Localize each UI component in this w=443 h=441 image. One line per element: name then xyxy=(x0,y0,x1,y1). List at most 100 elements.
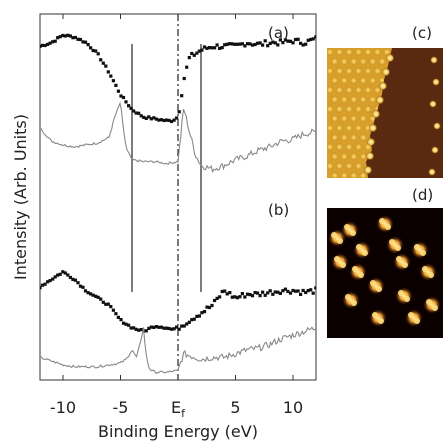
data-point xyxy=(99,58,103,62)
data-point xyxy=(127,104,131,108)
data-point xyxy=(144,116,148,120)
panel-label-d: (d) xyxy=(412,186,433,204)
data-point xyxy=(238,295,242,299)
data-point xyxy=(210,303,214,308)
data-point xyxy=(139,328,143,332)
data-point xyxy=(228,42,232,46)
data-point xyxy=(170,119,174,124)
data-point xyxy=(283,38,287,42)
lattice-spot xyxy=(330,133,339,142)
lattice-spot xyxy=(354,66,363,76)
lattice-spot xyxy=(354,48,363,57)
data-point xyxy=(71,36,75,40)
data-point xyxy=(43,43,47,48)
molecule-spot xyxy=(349,263,367,281)
data-point xyxy=(230,295,234,299)
molecule-spot xyxy=(405,309,423,327)
data-point xyxy=(94,294,98,298)
data-point xyxy=(245,42,250,46)
data-point xyxy=(250,43,255,47)
lattice-spot xyxy=(359,76,368,85)
data-point xyxy=(132,109,136,113)
data-point xyxy=(250,294,255,298)
data-point xyxy=(266,44,270,48)
molecule-spot xyxy=(341,221,359,239)
data-point xyxy=(306,38,310,42)
data-point xyxy=(218,295,222,299)
data-point xyxy=(238,42,242,46)
data-point xyxy=(309,37,313,42)
molecule-spot xyxy=(423,296,441,314)
data-point xyxy=(111,308,115,312)
data-point xyxy=(114,83,118,87)
data-point xyxy=(137,111,141,115)
x-tick-label: -10 xyxy=(50,398,76,417)
data-point xyxy=(235,296,239,300)
data-point xyxy=(124,100,128,104)
molecule-spot xyxy=(342,291,360,309)
lattice-spot xyxy=(340,114,349,123)
lattice-spot xyxy=(344,85,354,95)
data-point xyxy=(152,325,156,329)
lattice-spot xyxy=(340,76,349,85)
data-point xyxy=(240,292,244,296)
data-point xyxy=(68,275,72,280)
data-point xyxy=(96,52,100,56)
y-axis-label: Intensity (Arb. Units) xyxy=(11,114,30,280)
data-point xyxy=(106,302,110,306)
data-point xyxy=(73,278,77,282)
lattice-spot xyxy=(327,123,335,133)
lattice-spot xyxy=(330,152,339,161)
data-point xyxy=(286,39,290,43)
data-point xyxy=(281,289,285,293)
data-point xyxy=(273,41,277,45)
data-point xyxy=(63,34,67,38)
data-point xyxy=(210,46,214,50)
data-point xyxy=(177,327,181,331)
data-point xyxy=(281,41,285,45)
data-point xyxy=(253,291,257,295)
data-point xyxy=(121,95,126,100)
data-point xyxy=(116,89,120,93)
data-point xyxy=(114,312,118,316)
data-point xyxy=(99,297,103,301)
data-point xyxy=(301,43,305,47)
data-point xyxy=(58,272,62,276)
data-point xyxy=(86,291,90,295)
step-edge-spot xyxy=(378,81,388,91)
data-point xyxy=(83,40,88,44)
data-point xyxy=(63,271,67,275)
data-point xyxy=(129,106,133,110)
lattice-spot xyxy=(359,133,368,142)
data-point xyxy=(278,38,282,42)
data-point xyxy=(76,37,80,41)
data-point xyxy=(185,65,189,69)
data-point xyxy=(66,33,70,37)
data-point xyxy=(248,293,252,297)
data-point xyxy=(91,293,95,297)
data-point xyxy=(228,291,232,295)
lattice-spot xyxy=(327,161,335,171)
data-point xyxy=(53,39,57,43)
x-tick-label: 5 xyxy=(230,398,240,417)
data-point xyxy=(233,295,237,299)
data-point xyxy=(109,305,113,309)
data-point xyxy=(144,329,148,333)
data-point xyxy=(159,325,163,329)
data-point xyxy=(172,118,176,122)
data-point xyxy=(104,64,108,68)
data-point xyxy=(109,74,113,78)
data-point xyxy=(243,295,247,299)
lattice-spot xyxy=(349,57,358,66)
lattice-spot xyxy=(335,66,344,76)
data-point xyxy=(51,40,55,44)
lattice-spot xyxy=(327,48,335,57)
data-point xyxy=(157,325,161,329)
data-point xyxy=(149,325,153,329)
data-point xyxy=(66,273,70,277)
data-point xyxy=(56,273,60,277)
data-point xyxy=(162,326,166,330)
dark-terrace xyxy=(366,48,443,178)
data-point xyxy=(299,292,303,296)
data-point xyxy=(296,37,300,41)
